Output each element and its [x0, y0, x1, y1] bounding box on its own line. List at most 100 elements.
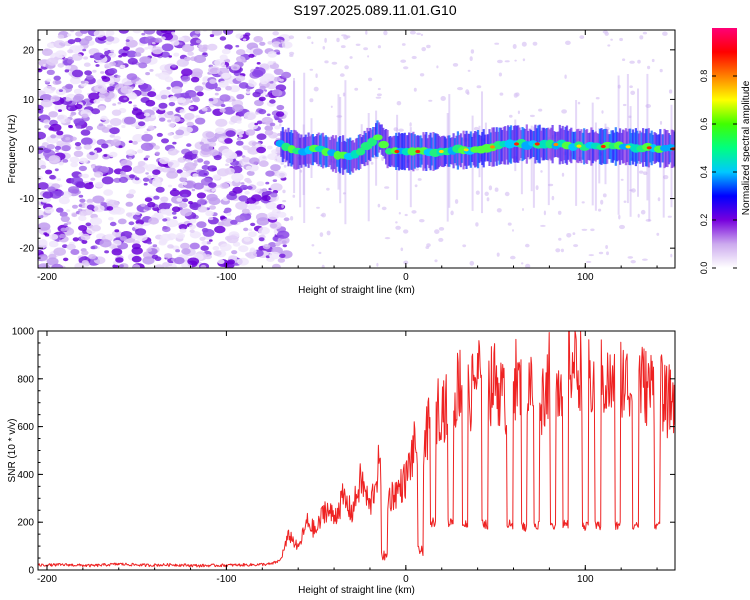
- noise-blob: [94, 181, 104, 188]
- noise-blob: [208, 239, 213, 242]
- noise-blob: [126, 50, 137, 58]
- speckle-blob: [551, 195, 555, 201]
- noise-blob: [58, 89, 64, 92]
- speckle-blob: [403, 229, 409, 234]
- noise-blob: [259, 41, 266, 46]
- speckle-blob: [630, 90, 636, 96]
- noise-blob: [78, 173, 83, 177]
- noise-blob: [252, 91, 261, 98]
- speckle-blob: [336, 115, 343, 118]
- signal-peak: [646, 146, 652, 150]
- speckle-blob: [421, 47, 427, 52]
- noise-blob: [62, 244, 68, 249]
- noise-blob: [91, 224, 101, 232]
- noise-blob: [225, 130, 236, 138]
- noise-blob: [70, 249, 80, 255]
- speckle-blob: [588, 254, 595, 257]
- noise-blob: [211, 188, 217, 192]
- noise-blob: [93, 171, 104, 178]
- speckle-blob: [585, 260, 592, 263]
- noise-blob: [78, 194, 84, 198]
- noise-blob: [195, 39, 202, 44]
- noise-blob: [225, 163, 229, 167]
- speckle-blob: [326, 230, 331, 236]
- noise-blob: [179, 109, 186, 114]
- speckle-blob: [336, 37, 340, 43]
- noise-blob: [110, 139, 121, 147]
- noise-blob: [267, 153, 278, 161]
- speckle-blob: [281, 204, 284, 209]
- noise-blob: [154, 264, 165, 268]
- noise-blob: [56, 130, 64, 136]
- speckle-blob: [413, 87, 417, 92]
- noise-blob: [179, 202, 188, 209]
- noise-blob: [168, 122, 176, 128]
- noise-blob: [164, 253, 173, 259]
- noise-blob: [152, 244, 158, 248]
- streak: [532, 126, 535, 208]
- noise-blob: [249, 157, 260, 165]
- noise-blob: [78, 215, 87, 221]
- noise-blob: [73, 150, 84, 157]
- noise-blob: [256, 188, 261, 192]
- speckle-blob: [282, 44, 286, 48]
- noise-blob: [144, 118, 150, 122]
- speckle-blob: [367, 55, 370, 58]
- signal-peak: [625, 145, 631, 149]
- noise-blob: [101, 176, 114, 185]
- speckle-blob: [600, 199, 604, 205]
- speckle-blob: [288, 35, 295, 40]
- noise-blob: [69, 114, 74, 117]
- noise-blob: [247, 146, 260, 155]
- speckle-blob: [484, 191, 489, 196]
- noise-blob: [223, 106, 236, 115]
- noise-blob: [261, 188, 268, 193]
- noise-blob: [72, 204, 78, 209]
- speckle-blob: [450, 210, 454, 216]
- noise-blob: [184, 162, 197, 171]
- noise-blob: [45, 169, 53, 175]
- noise-blob: [144, 197, 153, 203]
- noise-blob: [92, 52, 105, 61]
- noise-blob: [182, 44, 195, 53]
- noise-blob: [151, 46, 164, 55]
- noise-blob: [100, 115, 108, 121]
- signal-peak: [534, 142, 540, 146]
- noise-blob: [162, 226, 171, 233]
- noise-blob: [200, 245, 209, 251]
- noise-blob: [68, 125, 73, 129]
- speckle-blob: [417, 178, 422, 181]
- noise-blob: [176, 197, 183, 202]
- speckle-blob: [498, 72, 502, 77]
- noise-blob: [139, 83, 152, 92]
- speckle-blob: [466, 91, 470, 95]
- speckle-blob: [470, 49, 475, 54]
- speckle-blob: [581, 228, 588, 231]
- speckle-blob: [469, 260, 475, 266]
- speckle-blob: [555, 248, 561, 253]
- noise-blob: [141, 133, 153, 142]
- streak: [367, 113, 370, 222]
- noise-blob: [236, 94, 245, 100]
- noise-blob: [272, 179, 278, 183]
- top-y-axis-label: Frequency (Hz): [7, 115, 18, 184]
- noise-blob: [59, 211, 68, 217]
- noise-blob: [240, 182, 245, 185]
- noise-blob: [78, 225, 88, 231]
- noise-blob: [187, 257, 200, 266]
- noise-blob: [256, 62, 261, 65]
- speckle-blob: [282, 200, 287, 203]
- noise-blob: [219, 182, 230, 189]
- noise-blob: [217, 221, 225, 227]
- noise-blob: [196, 192, 206, 199]
- snr-line-layer: [38, 331, 675, 568]
- noise-blob: [138, 121, 146, 127]
- noise-blob: [235, 45, 240, 48]
- noise-blob: [49, 233, 59, 240]
- noise-blob: [233, 66, 238, 69]
- speckle-blob: [467, 69, 471, 72]
- bottom-xtick-label: -100: [216, 574, 236, 585]
- noise-blob: [175, 150, 180, 153]
- spectrogram-layer: [38, 30, 675, 268]
- noise-blob: [209, 79, 217, 84]
